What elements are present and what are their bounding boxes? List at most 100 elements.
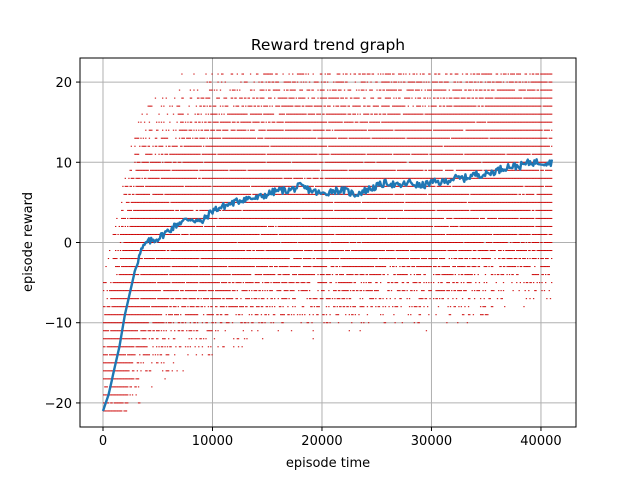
reward-point	[230, 177, 232, 179]
reward-point	[280, 161, 282, 163]
reward-point	[329, 274, 331, 276]
reward-point	[243, 113, 246, 115]
reward-point	[341, 298, 343, 300]
reward-point	[333, 225, 335, 227]
reward-point	[147, 298, 149, 300]
reward-point	[328, 298, 330, 300]
reward-point	[242, 121, 245, 123]
reward-point	[242, 290, 245, 292]
reward-point	[147, 242, 149, 243]
reward-point	[107, 402, 110, 404]
reward-point	[239, 89, 241, 91]
reward-point	[127, 370, 129, 372]
reward-point	[136, 346, 139, 348]
reward-point	[170, 274, 172, 276]
reward-point	[319, 97, 322, 99]
reward-point	[130, 274, 132, 276]
reward-point	[139, 225, 141, 227]
reward-point	[245, 177, 247, 179]
reward-point	[159, 354, 161, 356]
reward-point	[278, 129, 281, 131]
reward-point	[128, 177, 130, 179]
reward-point	[265, 242, 267, 243]
reward-point	[210, 217, 212, 219]
reward-point	[302, 137, 305, 139]
reward-point	[142, 193, 145, 195]
reward-point	[187, 225, 189, 227]
reward-point	[180, 161, 182, 163]
reward-point	[201, 193, 204, 195]
reward-point	[261, 298, 264, 300]
reward-point	[142, 306, 145, 308]
reward-point	[177, 185, 179, 187]
reward-point	[219, 306, 222, 308]
reward-point	[295, 113, 297, 115]
reward-point	[293, 209, 295, 211]
reward-point	[299, 185, 301, 187]
reward-point	[125, 258, 128, 260]
reward-point	[148, 233, 151, 235]
reward-point	[318, 266, 320, 268]
reward-point	[261, 137, 264, 139]
reward-point	[210, 81, 212, 83]
reward-point	[263, 169, 265, 171]
reward-point	[288, 169, 290, 171]
reward-point	[213, 338, 216, 340]
reward-point	[169, 153, 171, 155]
reward-point	[323, 105, 325, 107]
reward-point	[252, 145, 254, 147]
reward-point	[213, 225, 216, 227]
reward-point	[148, 338, 151, 340]
reward-point	[135, 298, 137, 300]
reward-point	[175, 217, 177, 219]
reward-point	[258, 153, 260, 155]
reward-point	[151, 153, 153, 155]
reward-point	[139, 346, 141, 348]
reward-point	[274, 153, 276, 155]
reward-point	[116, 217, 118, 219]
reward-point	[224, 290, 226, 292]
reward-point	[333, 250, 335, 252]
reward-point	[293, 113, 295, 115]
reward-point	[208, 242, 211, 243]
reward-point	[277, 330, 279, 332]
reward-point	[299, 217, 301, 219]
reward-point	[271, 105, 273, 107]
reward-point	[163, 225, 165, 227]
reward-point	[241, 322, 243, 324]
reward-point	[302, 153, 305, 155]
reward-point	[141, 290, 143, 292]
reward-point	[198, 129, 200, 131]
reward-point	[187, 290, 189, 292]
reward-point	[327, 177, 329, 179]
reward-point	[274, 129, 276, 131]
reward-point	[223, 298, 225, 300]
reward-point	[280, 306, 282, 308]
reward-point	[277, 298, 279, 300]
reward-point	[129, 169, 131, 171]
reward-point	[178, 274, 181, 276]
reward-point	[246, 113, 248, 115]
reward-point	[134, 306, 136, 308]
reward-point	[129, 322, 131, 324]
reward-point	[227, 298, 229, 300]
reward-point	[299, 105, 301, 107]
reward-point	[213, 105, 216, 107]
reward-point	[208, 201, 211, 203]
reward-point	[308, 121, 311, 123]
reward-point	[288, 242, 290, 243]
reward-point	[271, 145, 273, 147]
reward-point	[340, 105, 342, 107]
reward-point	[323, 250, 325, 252]
reward-point	[196, 250, 199, 252]
reward-point	[135, 346, 137, 348]
reward-point	[278, 97, 281, 99]
reward-point	[215, 137, 217, 139]
reward-point	[324, 145, 326, 147]
reward-point	[222, 105, 224, 107]
reward-point	[162, 346, 164, 348]
reward-point	[258, 185, 260, 187]
reward-point	[184, 258, 187, 260]
reward-point	[140, 274, 142, 276]
reward-point	[193, 145, 195, 147]
